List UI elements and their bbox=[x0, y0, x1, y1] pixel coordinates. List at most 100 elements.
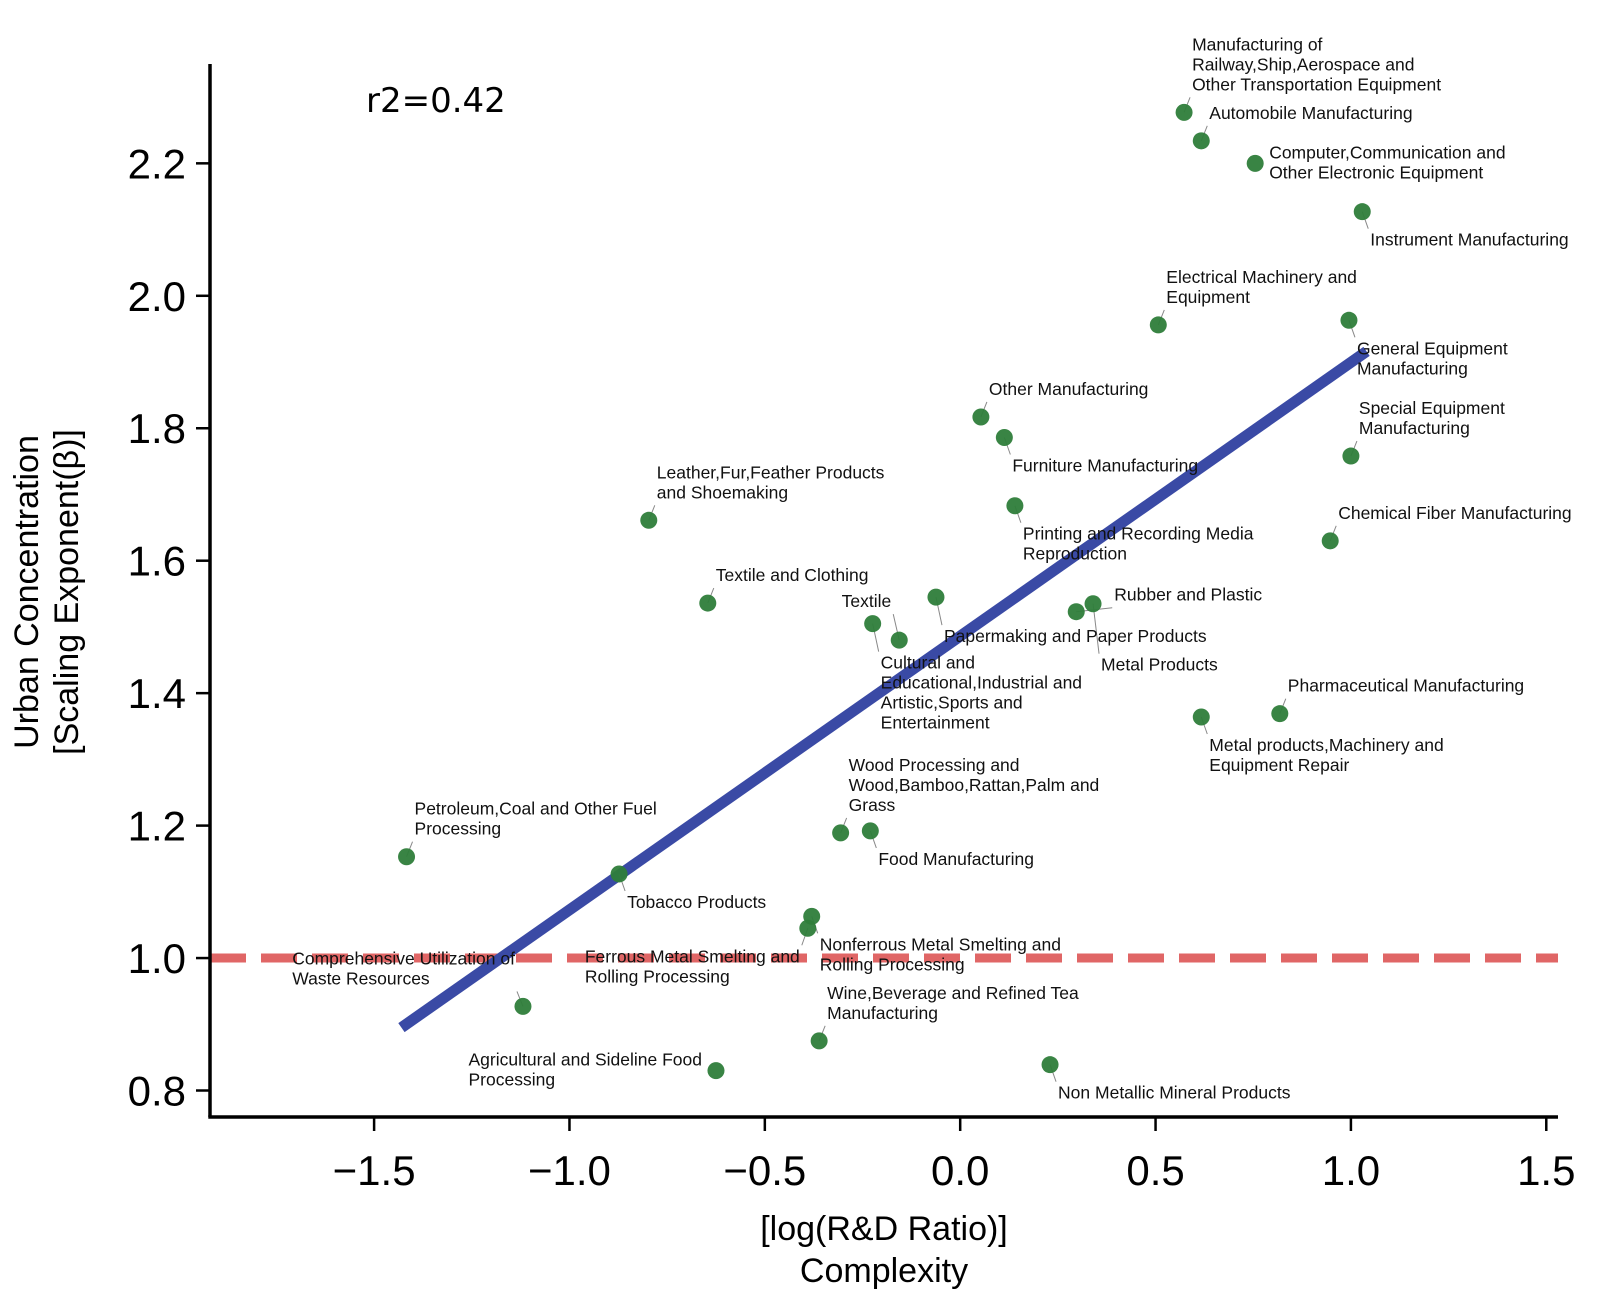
data-point bbox=[1340, 311, 1358, 329]
point-label-line: Wood Processing and bbox=[849, 755, 1020, 775]
data-point bbox=[1246, 154, 1264, 172]
data-point bbox=[1342, 447, 1360, 465]
point-label-line: Wine,Beverage and Refined Tea bbox=[827, 983, 1079, 1003]
y-tick-label: 2.2 bbox=[128, 140, 186, 187]
point-label-line: Electrical Machinery and bbox=[1166, 267, 1357, 287]
point-label: Wine,Beverage and Refined TeaManufacturi… bbox=[827, 983, 1079, 1023]
point-label: Metal Products bbox=[1101, 655, 1218, 675]
point-label-line: Metal Products bbox=[1101, 655, 1218, 675]
x-tick-label: 0.0 bbox=[931, 1147, 989, 1194]
point-label-line: Railway,Ship,Aerospace and bbox=[1192, 54, 1414, 74]
point-label-line: Educational,Industrial and bbox=[881, 673, 1082, 693]
data-point bbox=[1321, 532, 1339, 550]
point-label-line: General Equipment bbox=[1357, 338, 1508, 358]
point-label: Instrument Manufacturing bbox=[1370, 230, 1568, 250]
point-label-line: Wood,Bamboo,Rattan,Palm and bbox=[849, 775, 1100, 795]
point-label-line: Ferrous Metal Smelting and bbox=[585, 946, 800, 966]
data-point bbox=[398, 848, 416, 866]
point-label-line: Agricultural and Sideline Food bbox=[469, 1050, 702, 1070]
x-axis-label-line2: Complexity bbox=[800, 1252, 968, 1290]
point-label-line: Other Manufacturing bbox=[989, 379, 1149, 399]
data-point bbox=[799, 919, 817, 937]
point-label-line: Manufacturing bbox=[827, 1003, 938, 1023]
point-label: Textile bbox=[842, 591, 892, 611]
r2-annotation: r2=0.42 bbox=[366, 81, 506, 121]
point-label-line: Grass bbox=[849, 795, 896, 815]
point-label: Other Manufacturing bbox=[989, 379, 1149, 399]
point-label-line: Papermaking and Paper Products bbox=[944, 626, 1207, 646]
point-label: Non Metallic Mineral Products bbox=[1058, 1083, 1291, 1103]
data-point bbox=[699, 594, 717, 612]
point-label: Automobile Manufacturing bbox=[1209, 103, 1412, 123]
data-point bbox=[861, 822, 879, 840]
y-tick-label: 1.2 bbox=[128, 803, 186, 850]
point-label: Tobacco Products bbox=[627, 892, 766, 912]
point-label-line: Chemical Fiber Manufacturing bbox=[1338, 503, 1571, 523]
point-label-line: Other Electronic Equipment bbox=[1269, 162, 1483, 182]
point-label-line: Processing bbox=[415, 819, 502, 839]
point-label-line: Computer,Communication and bbox=[1269, 142, 1505, 162]
data-point bbox=[1175, 103, 1193, 121]
data-point bbox=[514, 997, 532, 1015]
point-label-line: Other Transportation Equipment bbox=[1192, 74, 1441, 94]
data-point bbox=[1353, 203, 1371, 221]
point-label-line: Petroleum,Coal and Other Fuel bbox=[415, 799, 657, 819]
data-point bbox=[864, 615, 882, 633]
y-tick-label: 0.8 bbox=[128, 1068, 186, 1115]
point-label-line: Rolling Processing bbox=[820, 954, 965, 974]
point-label-line: Manufacturing bbox=[1359, 418, 1470, 438]
point-label-line: Artistic,Sports and bbox=[881, 693, 1023, 713]
data-point bbox=[1041, 1056, 1059, 1074]
y-tick-label: 1.4 bbox=[128, 670, 186, 717]
point-label: Pharmaceutical Manufacturing bbox=[1288, 676, 1524, 696]
point-label-line: Furniture Manufacturing bbox=[1012, 456, 1198, 476]
regression-line bbox=[398, 346, 1370, 1033]
point-label-line: Leather,Fur,Feather Products bbox=[657, 462, 885, 482]
y-axis-label-line1: Urban Concentration bbox=[8, 435, 46, 749]
point-label: Chemical Fiber Manufacturing bbox=[1338, 503, 1571, 523]
point-label: Papermaking and Paper Products bbox=[944, 626, 1207, 646]
point-label-line: Manufacturing of bbox=[1192, 34, 1322, 54]
data-point bbox=[972, 408, 990, 426]
point-label: Food Manufacturing bbox=[878, 849, 1034, 869]
point-label-line: Rubber and Plastic bbox=[1114, 585, 1262, 605]
point-label-line: Cultural and bbox=[881, 653, 975, 673]
x-tick-label: 1.5 bbox=[1517, 1147, 1575, 1194]
data-point bbox=[1084, 595, 1102, 613]
point-label-line: Entertainment bbox=[881, 713, 990, 733]
data-point bbox=[832, 824, 850, 842]
point-label-line: Textile and Clothing bbox=[716, 565, 869, 585]
y-tick-label: 1.8 bbox=[128, 405, 186, 452]
point-label-line: Special Equipment bbox=[1359, 398, 1505, 418]
point-label-line: Processing bbox=[469, 1070, 556, 1090]
point-label-line: Waste Resources bbox=[292, 968, 430, 988]
x-tick-label: −0.5 bbox=[723, 1147, 806, 1194]
data-point bbox=[1192, 132, 1210, 150]
data-point bbox=[995, 429, 1013, 447]
x-tick-label: 0.5 bbox=[1126, 1147, 1184, 1194]
x-axis-label-line1: [log(R&D Ratio)] bbox=[760, 1210, 1008, 1248]
point-label-line: Non Metallic Mineral Products bbox=[1058, 1083, 1291, 1103]
point-label-line: Pharmaceutical Manufacturing bbox=[1288, 676, 1524, 696]
y-tick-label: 1.6 bbox=[128, 538, 186, 585]
point-label-line: Nonferrous Metal Smelting and bbox=[820, 934, 1061, 954]
x-tick-label: 1.0 bbox=[1322, 1147, 1380, 1194]
point-label-line: Instrument Manufacturing bbox=[1370, 230, 1568, 250]
y-axis-label-line2: [Scaling Exponent(β)] bbox=[48, 429, 86, 755]
point-label-line: Equipment Repair bbox=[1209, 755, 1349, 775]
point-label: Furniture Manufacturing bbox=[1012, 456, 1198, 476]
point-label-line: Food Manufacturing bbox=[878, 849, 1034, 869]
